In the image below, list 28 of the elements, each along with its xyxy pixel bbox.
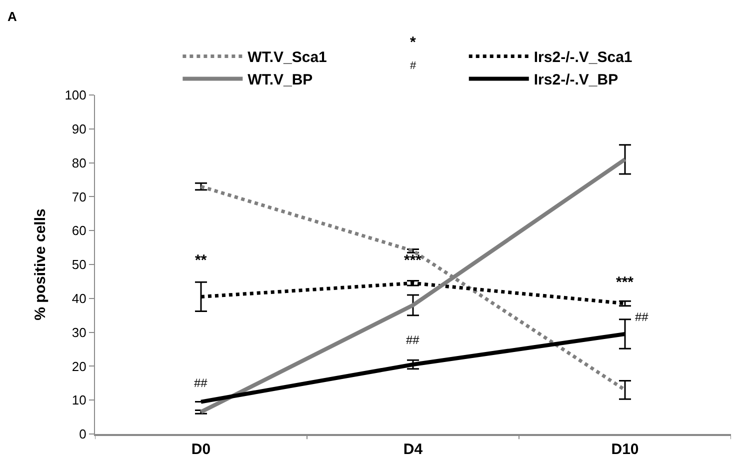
y-tick-label: 50 [72, 257, 86, 272]
annotation: ** [195, 252, 207, 269]
y-tick-label: 0 [79, 426, 86, 442]
annotation: *** [404, 252, 422, 269]
y-axis-title: % positive cells [32, 208, 49, 320]
chart-title: A [8, 8, 18, 24]
y-tick-label: 20 [72, 358, 86, 374]
y-tick-label: 10 [72, 392, 86, 408]
x-tick-label: D10 [611, 441, 639, 458]
annotation: *** [616, 274, 634, 291]
y-tick-label: 100 [64, 88, 86, 103]
legend-label: Irs2-/-.V_BP [534, 72, 618, 89]
y-tick-label: 40 [72, 290, 86, 306]
legend-label: WT.V_Sca1 [248, 49, 327, 66]
annotation: ## [406, 333, 420, 347]
y-tick-label: 60 [72, 223, 86, 238]
annotation: ## [194, 376, 208, 390]
x-tick-label: D0 [191, 441, 211, 458]
y-tick-label: 90 [72, 121, 86, 136]
y-tick-label: 70 [72, 189, 86, 204]
y-tick-label: 80 [72, 155, 86, 170]
y-tick-label: 30 [72, 324, 86, 340]
x-tick-label: D4 [403, 441, 424, 458]
legend-label: Irs2-/-.V_Sca1 [534, 49, 632, 66]
text: # [410, 60, 417, 72]
annotation: ## [635, 310, 649, 324]
legend-label: WT.V_BP [248, 72, 313, 89]
text: * [410, 34, 416, 51]
